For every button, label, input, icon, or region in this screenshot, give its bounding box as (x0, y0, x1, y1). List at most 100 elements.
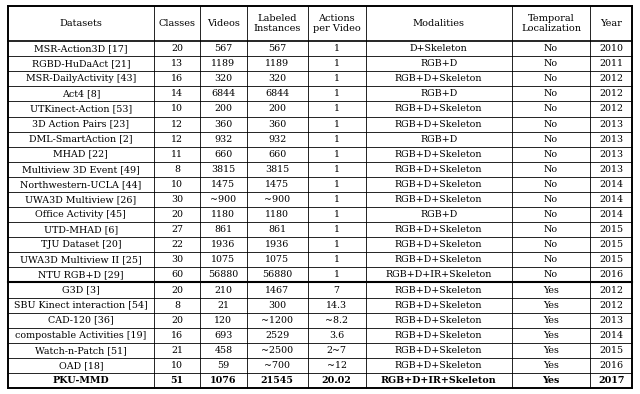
Text: 1: 1 (333, 104, 340, 113)
Text: 2015: 2015 (599, 225, 623, 234)
Text: 2016: 2016 (599, 270, 623, 279)
Text: 1075: 1075 (265, 255, 289, 264)
Text: 567: 567 (214, 44, 232, 53)
Text: 2015: 2015 (599, 255, 623, 264)
Text: 2015: 2015 (599, 346, 623, 355)
Text: RGB+D+Skeleton: RGB+D+Skeleton (395, 240, 483, 249)
Text: ~900: ~900 (264, 195, 290, 204)
Text: 60: 60 (171, 270, 183, 279)
Text: 1: 1 (333, 180, 340, 189)
Text: 22: 22 (171, 240, 183, 249)
Text: No: No (544, 44, 558, 53)
Text: 1180: 1180 (265, 210, 289, 219)
Text: RGB+D+IR+Skeleton: RGB+D+IR+Skeleton (381, 376, 497, 385)
Text: Yes: Yes (543, 331, 559, 340)
Text: RGB+D+Skeleton: RGB+D+Skeleton (395, 165, 483, 174)
Text: 861: 861 (268, 225, 286, 234)
Text: 56880: 56880 (262, 270, 292, 279)
Text: RGBD-HuDaAct [21]: RGBD-HuDaAct [21] (31, 59, 130, 68)
Text: 1936: 1936 (265, 240, 289, 249)
Text: No: No (544, 165, 558, 174)
Text: 2013: 2013 (599, 150, 623, 159)
Text: Videos: Videos (207, 19, 240, 28)
Text: 51: 51 (170, 376, 184, 385)
Text: 1: 1 (333, 255, 340, 264)
Text: 320: 320 (268, 74, 286, 83)
Text: 1189: 1189 (265, 59, 289, 68)
Text: 20: 20 (171, 44, 183, 53)
Text: 2017: 2017 (598, 376, 625, 385)
Text: RGB+D: RGB+D (420, 135, 458, 144)
Text: 1475: 1475 (265, 180, 289, 189)
Text: ~900: ~900 (211, 195, 236, 204)
Text: TJU Dataset [20]: TJU Dataset [20] (40, 240, 121, 249)
Text: Act4 [8]: Act4 [8] (61, 89, 100, 98)
Text: No: No (544, 270, 558, 279)
Text: 932: 932 (214, 135, 232, 144)
Text: 21: 21 (171, 346, 183, 355)
Text: No: No (544, 180, 558, 189)
Text: 3D Action Pairs [23]: 3D Action Pairs [23] (32, 119, 129, 128)
Text: 2013: 2013 (599, 165, 623, 174)
Text: RGB+D+Skeleton: RGB+D+Skeleton (395, 74, 483, 83)
Text: Modalities: Modalities (413, 19, 465, 28)
Text: Yes: Yes (543, 286, 559, 295)
Text: ~8.2: ~8.2 (325, 316, 348, 325)
Text: No: No (544, 210, 558, 219)
Text: 2014: 2014 (599, 180, 623, 189)
Text: No: No (544, 119, 558, 128)
Text: 10: 10 (171, 361, 183, 370)
Text: RGB+D: RGB+D (420, 89, 458, 98)
Text: Yes: Yes (543, 346, 559, 355)
Text: ~1200: ~1200 (261, 316, 293, 325)
Text: 1: 1 (333, 119, 340, 128)
Text: 56880: 56880 (208, 270, 239, 279)
Text: RGB+D+Skeleton: RGB+D+Skeleton (395, 331, 483, 340)
Text: RGB+D+Skeleton: RGB+D+Skeleton (395, 255, 483, 264)
Text: Watch-n-Patch [51]: Watch-n-Patch [51] (35, 346, 127, 355)
Text: No: No (544, 225, 558, 234)
Text: RGB+D+Skeleton: RGB+D+Skeleton (395, 225, 483, 234)
Text: RGB+D+Skeleton: RGB+D+Skeleton (395, 150, 483, 159)
Text: UTD-MHAD [6]: UTD-MHAD [6] (44, 225, 118, 234)
Text: 12: 12 (171, 135, 183, 144)
Text: CAD-120 [36]: CAD-120 [36] (48, 316, 114, 325)
Text: No: No (544, 74, 558, 83)
Text: UWA3D Multiview II [25]: UWA3D Multiview II [25] (20, 255, 141, 264)
Text: 120: 120 (214, 316, 232, 325)
Text: Northwestern-UCLA [44]: Northwestern-UCLA [44] (20, 180, 141, 189)
Text: MHAD [22]: MHAD [22] (53, 150, 108, 159)
Text: OAD [18]: OAD [18] (58, 361, 103, 370)
Text: 16: 16 (171, 331, 183, 340)
Text: No: No (544, 150, 558, 159)
Text: 27: 27 (171, 225, 183, 234)
Text: 2012: 2012 (599, 104, 623, 113)
Text: 10: 10 (171, 104, 183, 113)
Text: 2014: 2014 (599, 210, 623, 219)
Text: 20: 20 (171, 210, 183, 219)
Text: 3815: 3815 (265, 165, 289, 174)
Text: 660: 660 (268, 150, 286, 159)
Text: 1475: 1475 (211, 180, 236, 189)
Text: 2011: 2011 (599, 59, 623, 68)
Text: G3D [3]: G3D [3] (62, 286, 100, 295)
Text: 1: 1 (333, 195, 340, 204)
Text: 2013: 2013 (599, 119, 623, 128)
Text: 1: 1 (333, 135, 340, 144)
Text: 2529: 2529 (265, 331, 289, 340)
Text: MSR-Action3D [17]: MSR-Action3D [17] (34, 44, 127, 53)
Text: DML-SmartAction [2]: DML-SmartAction [2] (29, 135, 132, 144)
Text: Yes: Yes (543, 316, 559, 325)
Text: ~12: ~12 (326, 361, 347, 370)
Text: 2012: 2012 (599, 89, 623, 98)
Text: Actions
per Video: Actions per Video (313, 14, 360, 33)
Text: 2016: 2016 (599, 361, 623, 370)
Text: 320: 320 (214, 74, 232, 83)
Text: 2014: 2014 (599, 331, 623, 340)
Text: 12: 12 (171, 119, 183, 128)
Text: Multiview 3D Event [49]: Multiview 3D Event [49] (22, 165, 140, 174)
Text: PKU-MMD: PKU-MMD (52, 376, 109, 385)
Text: 1: 1 (333, 44, 340, 53)
Text: No: No (544, 104, 558, 113)
Text: 20: 20 (171, 316, 183, 325)
